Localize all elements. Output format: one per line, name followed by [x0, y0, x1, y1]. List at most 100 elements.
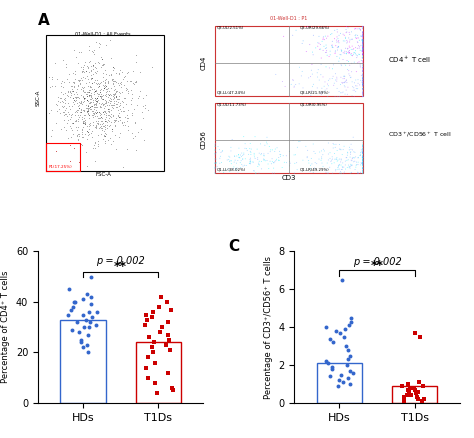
Point — [405, 388, 413, 395]
Point — [327, 335, 334, 342]
Point — [146, 334, 153, 341]
Point — [408, 392, 415, 399]
Point — [346, 381, 354, 388]
Point — [329, 339, 337, 346]
Point — [165, 336, 173, 343]
Point — [148, 314, 156, 321]
Point — [156, 329, 164, 336]
Point — [410, 384, 418, 391]
Point — [149, 349, 157, 356]
Point — [166, 346, 173, 353]
Point — [83, 291, 91, 298]
Point — [335, 382, 342, 389]
Point — [145, 354, 152, 361]
Text: CD56: CD56 — [201, 131, 207, 149]
Point — [328, 364, 336, 371]
Point — [403, 392, 411, 399]
FancyBboxPatch shape — [215, 103, 363, 173]
Point — [84, 331, 92, 338]
Point — [70, 298, 78, 305]
Point — [151, 359, 159, 366]
Text: Q1-LR(49.29%): Q1-LR(49.29%) — [300, 168, 329, 172]
Point — [344, 356, 352, 363]
Point — [153, 389, 161, 396]
Point — [418, 398, 426, 405]
Point — [167, 306, 174, 313]
Point — [81, 324, 88, 331]
Y-axis label: Percentage of CD3⁺/CD56⁺ T cells: Percentage of CD3⁺/CD56⁺ T cells — [264, 256, 273, 399]
Point — [164, 369, 172, 376]
Point — [398, 382, 405, 389]
Point — [75, 329, 83, 336]
Point — [80, 311, 87, 318]
Point — [336, 329, 344, 336]
Text: C: C — [228, 239, 239, 254]
Point — [405, 390, 413, 397]
Point — [347, 318, 355, 325]
Text: 01-Well-D1 : All Events: 01-Well-D1 : All Events — [75, 32, 131, 38]
Point — [82, 316, 90, 323]
Point — [411, 386, 419, 393]
Point — [155, 304, 163, 311]
Point — [420, 396, 428, 403]
Point — [67, 306, 74, 313]
Text: Q1-LL(38.02%): Q1-LL(38.02%) — [217, 168, 246, 172]
Point — [86, 318, 93, 325]
Point — [411, 329, 419, 336]
Point — [324, 360, 332, 367]
Point — [92, 321, 100, 328]
Point — [337, 371, 345, 378]
Y-axis label: Percentage of CD4⁺ T cells: Percentage of CD4⁺ T cells — [1, 271, 10, 383]
Point — [401, 394, 408, 401]
Text: CD4: CD4 — [201, 56, 207, 71]
Point — [343, 362, 351, 369]
Point — [77, 336, 85, 343]
Point — [149, 308, 156, 315]
Point — [346, 352, 354, 359]
Point — [157, 293, 165, 300]
Point — [347, 314, 355, 321]
Bar — [317, 363, 362, 403]
Text: Q3-UL(2.51%): Q3-UL(2.51%) — [217, 26, 245, 30]
Point — [344, 375, 351, 382]
Bar — [136, 343, 181, 403]
Point — [73, 318, 81, 325]
Point — [142, 364, 150, 371]
Point — [71, 298, 79, 305]
Point — [413, 394, 421, 401]
Point — [415, 378, 423, 385]
FancyBboxPatch shape — [215, 26, 363, 96]
Point — [322, 358, 329, 365]
Point — [169, 387, 177, 394]
Bar — [392, 386, 437, 403]
Point — [68, 326, 76, 333]
Text: FSC-A: FSC-A — [95, 173, 111, 177]
Point — [414, 396, 421, 403]
Text: CD4$^+$ T cell: CD4$^+$ T cell — [388, 55, 431, 65]
Point — [344, 346, 352, 353]
Point — [142, 311, 150, 318]
Point — [328, 365, 336, 372]
Point — [338, 276, 346, 283]
Point — [162, 341, 170, 348]
Point — [339, 378, 347, 385]
Point — [332, 328, 339, 335]
Point — [69, 304, 77, 311]
Point — [415, 388, 422, 395]
Point — [168, 384, 175, 391]
Point — [83, 341, 91, 348]
Point — [89, 314, 96, 321]
Point — [346, 367, 354, 374]
Point — [84, 349, 91, 356]
Point — [401, 398, 408, 405]
Text: Q3-LL(47.24%): Q3-LL(47.24%) — [217, 91, 246, 95]
Point — [345, 322, 353, 329]
Point — [404, 386, 411, 393]
Point — [93, 308, 100, 315]
Point — [340, 333, 348, 340]
Point — [143, 316, 150, 323]
Text: CD3: CD3 — [282, 175, 296, 181]
Text: p = 0.002: p = 0.002 — [96, 256, 145, 266]
Point — [65, 286, 73, 293]
Point — [419, 382, 427, 389]
